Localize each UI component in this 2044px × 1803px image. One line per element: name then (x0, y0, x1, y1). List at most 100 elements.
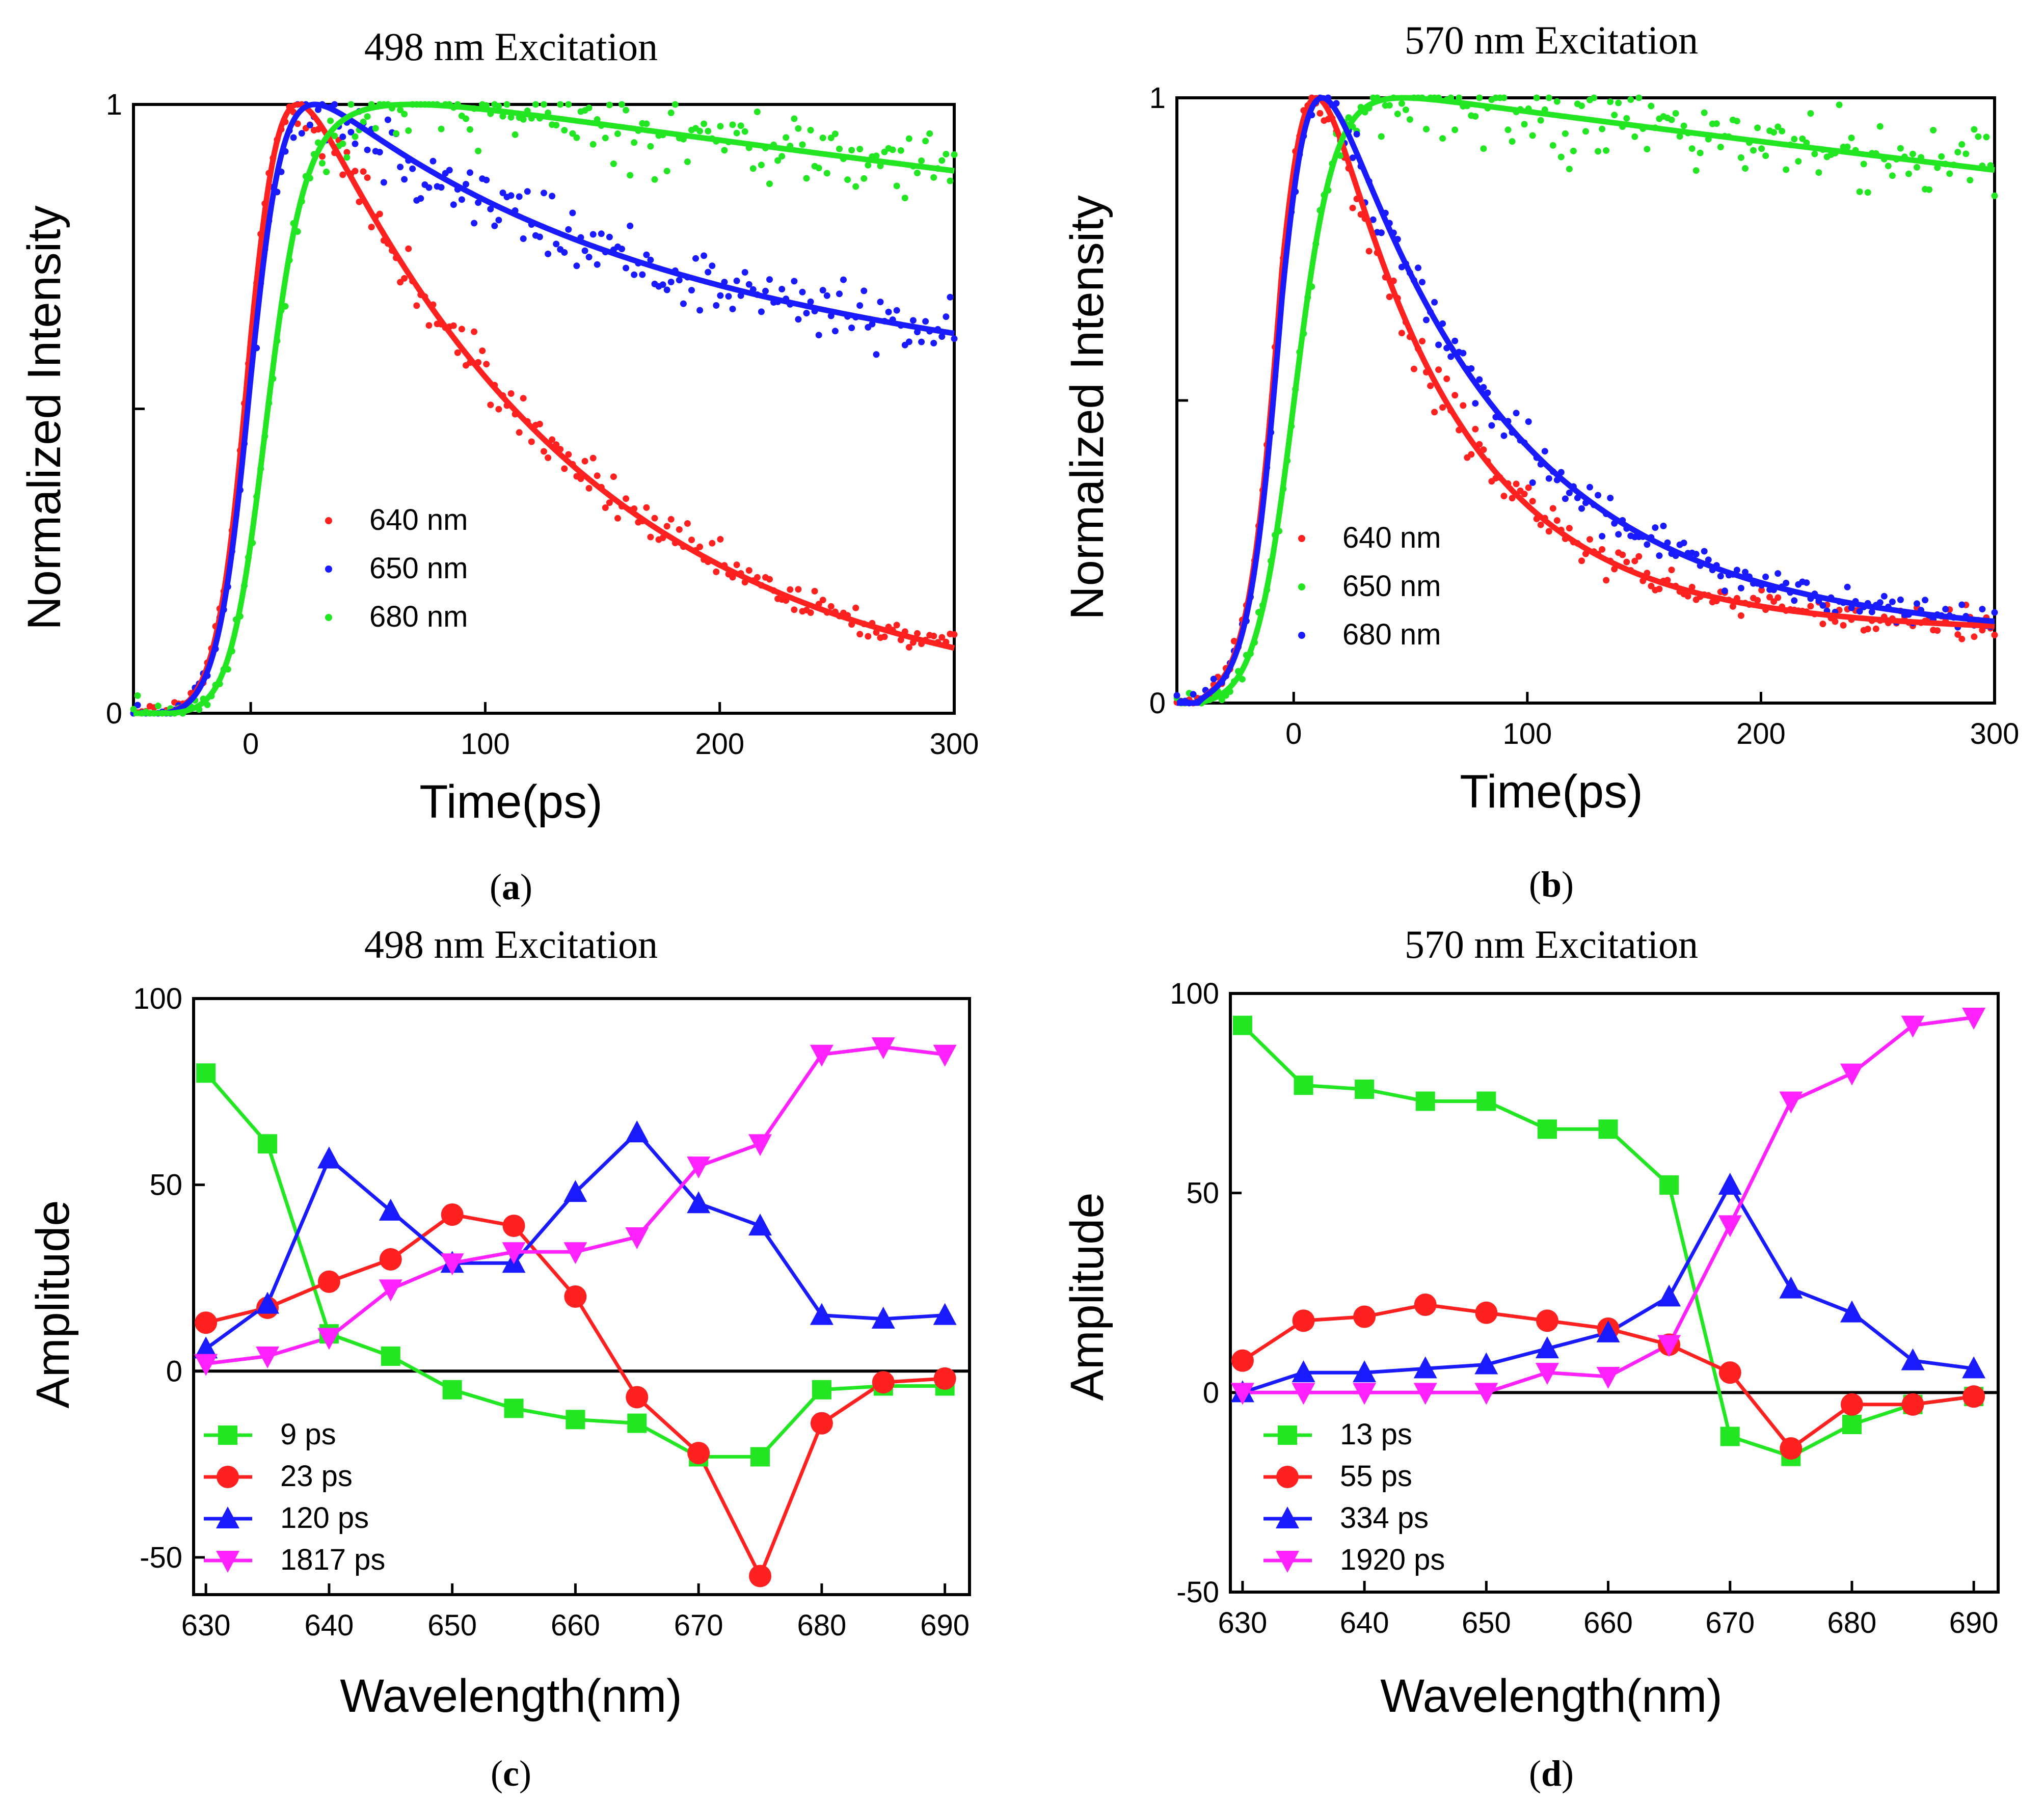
panel-b-series-2-point (1562, 495, 1569, 502)
panel-c-legend-label: 120 ps (280, 1501, 369, 1535)
panel-a-title: 498 nm Excitation (364, 24, 658, 69)
panel-c-series-2-point (810, 1303, 833, 1325)
panel-a-series-1-point (877, 299, 884, 306)
panel-d-series-1-point (1780, 1437, 1803, 1460)
panel-d-series-2-point (1779, 1276, 1803, 1299)
panel-d-series-1-point (1475, 1301, 1498, 1324)
panel-c-series-0-point (258, 1134, 278, 1154)
panel-c-series-3-point (563, 1242, 587, 1264)
panel-d-series-1-point (1536, 1309, 1558, 1332)
panel-b-series-1-point (1521, 121, 1528, 128)
panel-b-x-tick-label: 100 (1502, 717, 1552, 750)
panel-b-series-0-point (1684, 593, 1691, 600)
panel-b-series-2-point (1880, 593, 1888, 600)
panel-a-series-2-point (926, 130, 933, 137)
panel-b-series-2-point (1419, 279, 1426, 286)
panel-a-series-2-point (893, 182, 900, 190)
panel-c-series-3-point (810, 1044, 833, 1067)
panel-a-series-1-point (943, 313, 950, 320)
panel-a-series-1-point (905, 338, 912, 345)
panel-b-y-axis-label: Normalized Intensity (1061, 195, 1113, 620)
panel-d-series-0-point (1659, 1175, 1679, 1195)
panel-d-series-0-point (1415, 1091, 1435, 1111)
panel-a-series-2-point (585, 104, 593, 112)
panel-a-series-0-point (458, 326, 465, 333)
panel-a-series-0-point (811, 587, 818, 595)
panel-a-series-0-point (401, 275, 408, 282)
panel-a-series-0-point (610, 473, 617, 480)
panel-a-series-1-point (458, 196, 465, 203)
panel-c-legend-label: 1817 ps (280, 1543, 385, 1576)
panel-b-series-1-point (1930, 127, 1937, 133)
panel-d-series-0-point (1355, 1080, 1375, 1099)
panel-a-series-0-point (643, 504, 650, 511)
panel-b-series-1-point (1909, 150, 1916, 157)
panel-a-series-1-point (598, 230, 605, 237)
panel-a-series-0-point (827, 603, 835, 610)
panel-b-series-0-point (1316, 110, 1324, 117)
panel-a-series-2-point (520, 116, 527, 123)
panel-a-series-0-point (651, 515, 658, 522)
panel-b-series-2-point (1868, 608, 1875, 615)
panel-a-series-1-point (364, 146, 371, 153)
panel-a-x-tick-label: 100 (461, 728, 510, 761)
panel-b-series-1-point (1595, 148, 1602, 155)
panel-c-y-tick-label: 0 (166, 1355, 182, 1388)
panel-a-series-2-point (647, 143, 654, 150)
panel-d-series-1-point (1718, 1361, 1741, 1384)
panel-a-series-1-point (483, 176, 490, 183)
panel-a-series-0-point (614, 515, 621, 522)
panel-b-series-1-point (1676, 133, 1683, 140)
panel-a-series-2-point (918, 157, 925, 164)
panel-c-legend-label: 9 ps (280, 1418, 336, 1451)
panel-b-series-1-point (1926, 186, 1933, 193)
panel-a-series-1-point (799, 288, 806, 295)
panel-c-series-1-point (872, 1371, 895, 1394)
panel-a-series-0-point (951, 631, 958, 638)
panel-b-series-1-point (1504, 126, 1512, 133)
panel-a-x-tick-label: 0 (243, 728, 259, 761)
panel-d-y-tick-label: -50 (1176, 1576, 1219, 1609)
panel-b-series-0-point (1668, 567, 1675, 574)
panel-c-series-1-point (564, 1285, 587, 1308)
panel-c-series-1-point (626, 1386, 649, 1409)
panel-a-series-1-point (585, 254, 593, 261)
panel-b-series-2-point (1660, 522, 1667, 529)
panel-a-series-2-point (610, 160, 617, 167)
panel-c-series-3-point (933, 1044, 957, 1067)
panel-b-series-1-point (1644, 146, 1651, 153)
panel-b-series-1-point (1680, 122, 1687, 129)
panel-b-series-1-point (1611, 112, 1618, 119)
panel-b-series-1-point (1623, 115, 1630, 122)
panel-a-series-2-point (749, 165, 757, 172)
panel-c-x-tick-label: 640 (305, 1609, 354, 1642)
panel-b-series-1-point (1856, 188, 1863, 195)
panel-a-series-1-point (930, 340, 937, 346)
panel-d-legend-label: 334 ps (1340, 1501, 1429, 1535)
panel-a-series-1-point (807, 298, 814, 305)
panel-a-series-2-point (741, 128, 748, 135)
panel-b-series-0-point (1513, 480, 1520, 488)
panel-a-series-2-point (495, 102, 502, 110)
panel-b-series-2-point (1991, 609, 1998, 616)
panel-c-series-0-point (627, 1413, 647, 1433)
panel-b-series-2-point (1942, 606, 1949, 613)
panel-b-series-1-point (1795, 158, 1802, 165)
panel-a-series-1-point (339, 133, 346, 140)
panel-b-series-1-point (1848, 134, 1855, 142)
panel-a-series-2-point (463, 115, 469, 122)
panel-d-series-0-point (1232, 1015, 1252, 1035)
panel-b-series-0-point (1451, 392, 1459, 399)
panel-a-series-1-point (516, 193, 523, 200)
panel-b-series-2-fit-line (1176, 95, 1995, 706)
panel-b-series-0-point (1872, 625, 1879, 632)
panel-a-series-0-point (881, 633, 888, 640)
panel-a-series-2-point (914, 170, 921, 176)
panel-c-caption: (c) (491, 1753, 531, 1794)
panel-b-series-0-point (1840, 622, 1847, 629)
panel-b-series-2-point (1791, 597, 1798, 604)
panel-b-series-1-point (1500, 94, 1508, 101)
panel-a-series-1-point (573, 262, 580, 270)
panel-d-series-3-point (1413, 1383, 1437, 1405)
panel-b-series-2-point (1173, 692, 1180, 699)
